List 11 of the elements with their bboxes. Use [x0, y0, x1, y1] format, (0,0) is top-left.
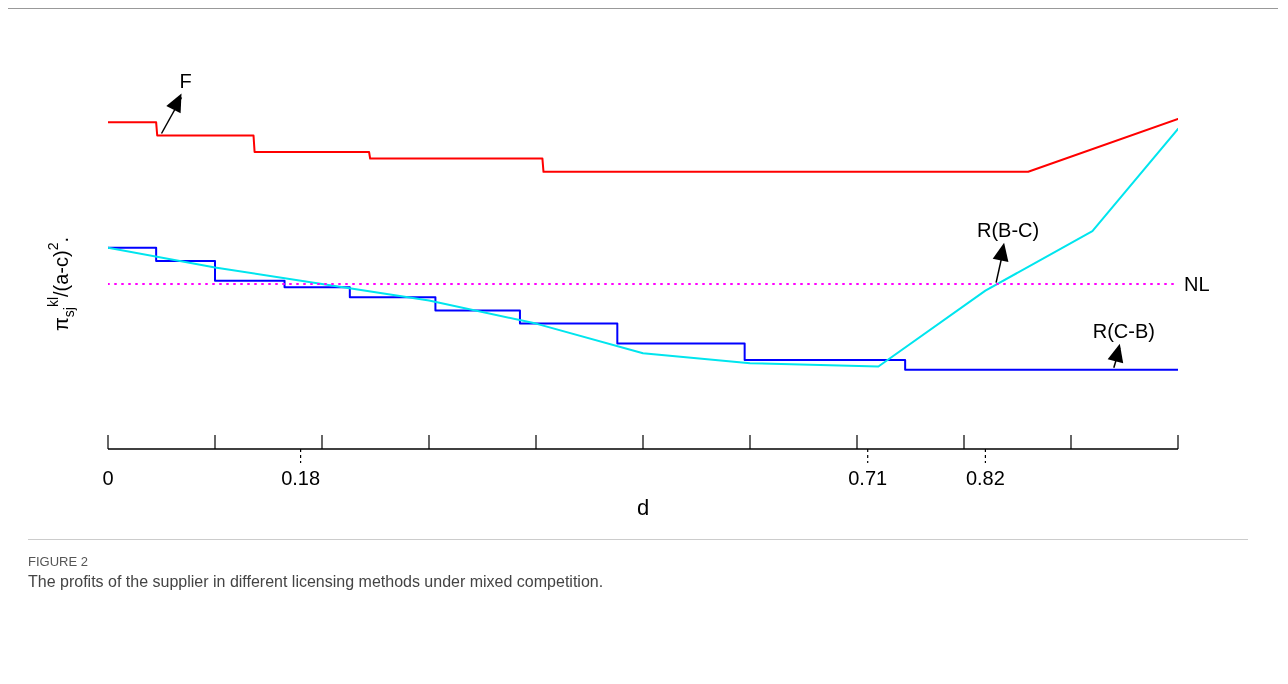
series-label: NL [1184, 273, 1210, 295]
series-label: R(B-C) [976, 218, 1040, 241]
series-label: R(C-B) [1092, 319, 1155, 342]
x-tick-label: 0.18 [281, 467, 321, 489]
series-label: F [179, 69, 192, 92]
caption: FIGURE 2 [28, 554, 89, 569]
x-tick-label: 0.71 [848, 467, 888, 489]
x-tick-label: 0.82 [965, 467, 1005, 489]
x-tick-label: 0 [102, 467, 114, 489]
x-axis-title: d [636, 495, 650, 520]
text: The profits of the supplier in different licensing methods under mixed competition. [28, 573, 605, 591]
